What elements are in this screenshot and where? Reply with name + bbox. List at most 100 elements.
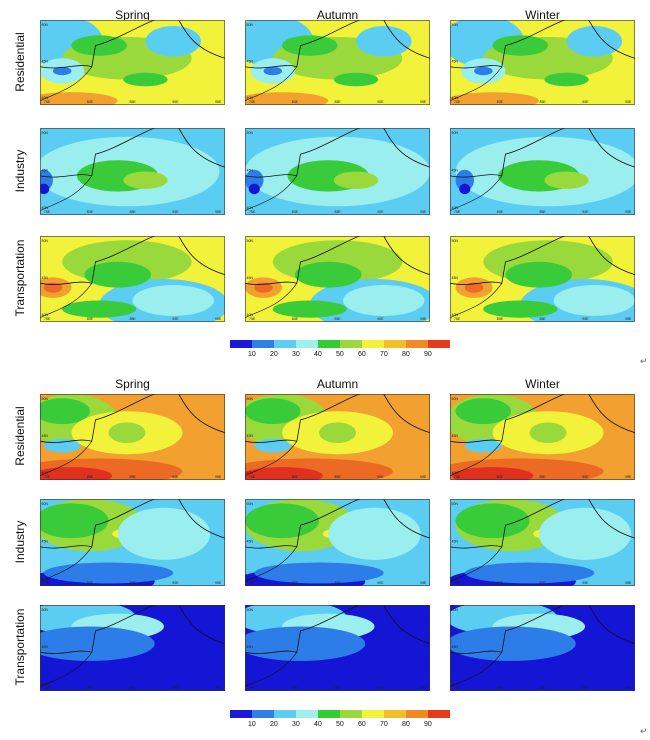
y-tick-label: 45N bbox=[452, 434, 459, 438]
x-tick-label: 80E bbox=[292, 475, 299, 479]
x-tick-label: 95E bbox=[215, 475, 222, 479]
field-contour bbox=[450, 92, 539, 105]
season-header: Spring bbox=[115, 377, 150, 391]
y-tick-label: 40N bbox=[42, 471, 49, 475]
map-frame bbox=[245, 236, 430, 322]
country-border bbox=[245, 441, 298, 476]
map-frame bbox=[450, 394, 635, 480]
country-border bbox=[40, 441, 93, 476]
y-tick-label: 50N bbox=[42, 23, 49, 27]
x-tick-label: 80E bbox=[292, 317, 299, 321]
colorbar bbox=[230, 340, 450, 348]
map-frame bbox=[450, 128, 635, 215]
x-tick-label: 85E bbox=[130, 686, 137, 690]
colorbar-segment bbox=[384, 340, 406, 348]
country-border bbox=[450, 605, 565, 654]
y-tick-label: 50N bbox=[42, 608, 49, 612]
x-tick-label: 90E bbox=[172, 581, 179, 585]
country-border bbox=[588, 499, 635, 539]
map-frame bbox=[245, 20, 430, 105]
field-contour bbox=[62, 300, 137, 318]
return-glyph-icon: ↵ bbox=[640, 356, 648, 366]
y-tick-label: 40N bbox=[247, 313, 254, 317]
field-contour bbox=[254, 562, 384, 584]
y-tick-label: 50N bbox=[42, 397, 49, 401]
colorbar-segment bbox=[318, 340, 340, 348]
colorbar-labels: 10 20 30 40 50 60 70 80 90 bbox=[230, 721, 480, 733]
colorbar-tick-label: 80 bbox=[402, 721, 410, 728]
colorbar-tick-label: 90 bbox=[424, 351, 432, 358]
field-contour bbox=[117, 507, 211, 560]
field-contour bbox=[451, 467, 534, 480]
field-contour bbox=[464, 282, 484, 293]
contour-map: 75E 80E 85E 90E 95E 40N 45N 50N bbox=[245, 394, 430, 480]
field-contour bbox=[553, 285, 635, 316]
x-tick-label: 85E bbox=[540, 475, 547, 479]
field-contour bbox=[245, 467, 323, 480]
field-contour bbox=[333, 171, 379, 189]
country-border bbox=[245, 605, 360, 654]
field-contour bbox=[319, 422, 356, 444]
field-contour bbox=[254, 282, 273, 293]
y-tick-label: 40N bbox=[42, 96, 49, 100]
field-contour bbox=[52, 66, 72, 76]
country-border bbox=[450, 546, 503, 582]
x-tick-label: 75E bbox=[249, 100, 256, 104]
country-border bbox=[245, 652, 298, 687]
contour-map: 75E 80E 85E 90E 95E 40N 45N 50N bbox=[40, 236, 225, 322]
y-tick-label: 45N bbox=[42, 60, 49, 64]
field-contour bbox=[474, 66, 493, 76]
field-contour bbox=[40, 467, 113, 480]
map-frame bbox=[40, 128, 225, 215]
country-border bbox=[588, 394, 635, 434]
season-header: Winter bbox=[525, 8, 560, 22]
country-border bbox=[383, 394, 430, 434]
y-tick-label: 45N bbox=[247, 169, 254, 173]
country-border bbox=[178, 128, 225, 168]
x-tick-label: 80E bbox=[497, 475, 504, 479]
country-border bbox=[40, 605, 155, 654]
country-border bbox=[588, 605, 635, 645]
y-tick-label: 40N bbox=[247, 682, 254, 686]
x-tick-label: 80E bbox=[497, 686, 504, 690]
x-tick-label: 85E bbox=[540, 317, 547, 321]
colorbar-segment bbox=[406, 710, 428, 718]
map-frame bbox=[245, 394, 430, 480]
y-tick-label: 45N bbox=[452, 60, 459, 64]
country-border bbox=[40, 394, 155, 443]
country-border bbox=[450, 20, 565, 69]
country-border bbox=[588, 128, 635, 168]
x-tick-label: 95E bbox=[420, 686, 427, 690]
field-contour bbox=[132, 285, 214, 316]
field-contour bbox=[248, 183, 260, 195]
field-contour bbox=[40, 92, 118, 105]
country-border bbox=[450, 66, 503, 102]
country-border bbox=[383, 605, 430, 645]
contour-map: 75E 80E 85E 90E 95E 40N 45N 50N bbox=[450, 20, 635, 105]
y-tick-label: 45N bbox=[247, 540, 254, 544]
field-contour bbox=[272, 300, 347, 318]
country-border bbox=[245, 499, 360, 549]
field-contour bbox=[544, 72, 589, 87]
field-contour bbox=[492, 35, 549, 56]
y-tick-label: 50N bbox=[247, 239, 254, 243]
country-border bbox=[245, 128, 360, 178]
country-border bbox=[178, 605, 225, 645]
contour-map: 75E 80E 85E 90E 95E 40N 45N 50N bbox=[40, 128, 225, 215]
x-tick-label: 80E bbox=[87, 100, 94, 104]
x-tick-label: 80E bbox=[497, 210, 504, 214]
x-tick-label: 90E bbox=[377, 475, 384, 479]
y-tick-label: 45N bbox=[42, 645, 49, 649]
x-tick-label: 80E bbox=[497, 581, 504, 585]
y-tick-label: 40N bbox=[247, 577, 254, 581]
colorbar-tick-label: 20 bbox=[270, 351, 278, 358]
country-border bbox=[450, 441, 503, 476]
x-tick-label: 85E bbox=[130, 475, 137, 479]
field-contour bbox=[245, 503, 319, 539]
y-tick-label: 45N bbox=[42, 169, 49, 173]
field-contour bbox=[40, 398, 90, 425]
x-tick-label: 75E bbox=[454, 686, 461, 690]
colorbar-tick-label: 60 bbox=[358, 351, 366, 358]
contour-map: 75E 80E 85E 90E 95E 40N 45N 50N bbox=[40, 20, 225, 105]
colorbar-tick-label: 40 bbox=[314, 351, 322, 358]
